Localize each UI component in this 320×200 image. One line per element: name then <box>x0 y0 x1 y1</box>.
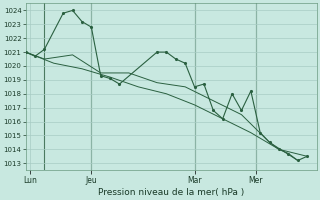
X-axis label: Pression niveau de la mer( hPa ): Pression niveau de la mer( hPa ) <box>98 188 244 197</box>
